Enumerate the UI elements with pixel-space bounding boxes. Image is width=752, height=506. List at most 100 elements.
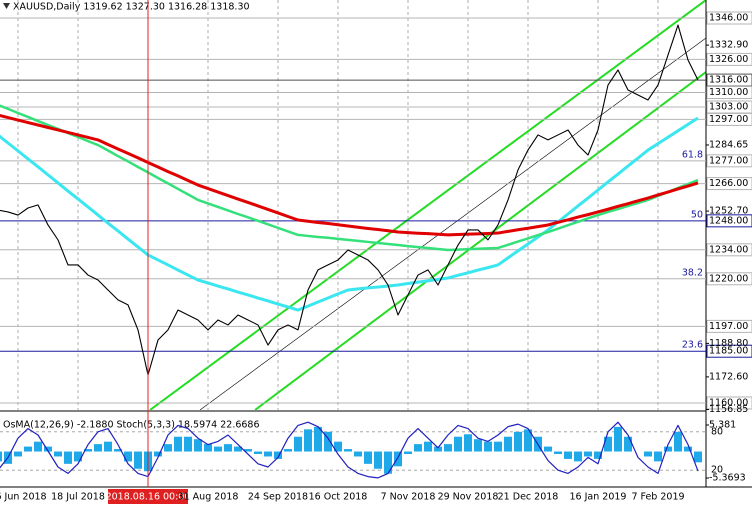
level-label-box: [706, 154, 752, 168]
x-tick-label: 16 Oct 2018: [309, 492, 368, 503]
level-label: 1346.00: [709, 13, 748, 24]
chart-title: XAUUSD,Daily 1319.62 1327.30 1316.28 131…: [13, 2, 250, 13]
level-label: 1326.00: [709, 54, 748, 65]
level-label-box: [706, 319, 752, 333]
y-tick-label: 1172.60: [709, 371, 748, 382]
level-label-box: [706, 11, 752, 25]
osma-bar: [34, 441, 42, 452]
osma-bar: [234, 446, 242, 452]
osma-bar: [374, 451, 382, 469]
main-plot: 61.8 50 38.2 23.6: [0, 0, 706, 410]
level-label-box: [706, 214, 752, 228]
level-label-box: [706, 177, 752, 191]
moving-average: [0, 114, 699, 237]
osma-bar: [344, 449, 352, 452]
channel-upper: [149, 0, 706, 410]
osma-bar: [84, 449, 92, 452]
level-label: 1310.00: [709, 87, 748, 98]
level-label-box: [706, 86, 752, 100]
osma-bar: [614, 426, 622, 452]
osma-bar: [174, 436, 182, 452]
level-label: 1248.00: [709, 215, 748, 226]
osma-bar: [324, 431, 332, 452]
y-tick-label: 1156.85: [709, 404, 748, 415]
channel-lower: [254, 71, 706, 410]
x-tick-label: 18 Jul 2018: [51, 492, 105, 503]
osma-bar: [694, 451, 702, 463]
osma-bar: [434, 446, 442, 452]
osma-bar: [454, 436, 462, 452]
level-label-box: [706, 344, 752, 358]
osma-bar: [14, 451, 22, 457]
price-line: [0, 24, 699, 376]
level-label: 1303.00: [709, 102, 748, 113]
y2-tick-label: 20: [711, 465, 723, 476]
osma-bar: [474, 439, 482, 452]
x-tick-label: 7 Feb 2019: [631, 492, 684, 503]
x-tick-label: 21 Dec 2018: [498, 492, 559, 503]
osma-bar: [124, 451, 132, 462]
osma-bar: [664, 446, 672, 452]
osma-bar: [104, 441, 112, 452]
moving-average: [0, 104, 699, 252]
level-label: 1316.00: [709, 75, 748, 86]
level-label-box: [706, 396, 752, 410]
x-tick-label: 7 Nov 2018: [381, 492, 436, 503]
osma-bar: [254, 451, 262, 454]
level-label-box: [706, 112, 752, 126]
osma-bar: [134, 451, 142, 469]
osma-bar: [74, 451, 82, 462]
y-tick-label: 1188.80: [709, 338, 748, 349]
level-label: 1266.00: [709, 178, 748, 189]
osma-bar: [154, 451, 162, 457]
osma-bar: [484, 441, 492, 452]
osma-bar: [334, 441, 342, 452]
channel: [149, 0, 706, 410]
level-label: 1220.00: [709, 273, 748, 284]
osma-bar: [404, 451, 412, 454]
osma-bar: [314, 426, 322, 452]
osma-bar: [584, 451, 592, 457]
osma-bar: [44, 446, 52, 452]
level-label-box: [706, 243, 752, 257]
level-label: 1197.00: [709, 321, 748, 332]
y-tick-label: 1284.65: [709, 139, 748, 150]
osma-bar: [114, 449, 122, 452]
channel-middle: [199, 37, 706, 410]
osma-bar: [194, 439, 202, 452]
osma-bar: [444, 444, 452, 452]
oscillator-plot: [0, 421, 706, 479]
osma-bar: [674, 431, 682, 452]
level-label: 1277.00: [709, 155, 748, 166]
osma-bar: [594, 451, 602, 459]
osma-bar: [274, 451, 282, 459]
osma-bar: [284, 449, 292, 452]
osma-bar: [684, 446, 692, 452]
osma-bar: [364, 451, 372, 464]
osma-bar: [0, 451, 2, 462]
osma-bar: [554, 451, 562, 454]
level-label: 1160.00: [709, 397, 748, 408]
x-tick-label: 16 Jan 2019: [570, 492, 627, 503]
osma-bar: [424, 441, 432, 452]
osma-bar: [264, 451, 272, 457]
level-label: 1234.00: [709, 244, 748, 255]
level-label: 1297.00: [709, 114, 748, 125]
osma-bar: [164, 444, 172, 452]
osma-bar: [24, 446, 32, 452]
level-label-box: [706, 272, 752, 286]
osma-bar: [644, 451, 652, 457]
x-tick-label: 24 Sep 2018: [248, 492, 308, 503]
symbol-icon: [3, 3, 10, 9]
moving-average: [0, 421, 699, 479]
x-tick-label: 26 Jun 2018: [0, 492, 47, 503]
osma-bar: [244, 449, 252, 452]
osma-bar: [604, 436, 612, 452]
osma-bar: [204, 444, 212, 452]
osma-bar: [354, 451, 362, 457]
osma-bar: [294, 436, 302, 452]
x-tick-label: 29 Nov 2018: [438, 492, 499, 503]
level-label-box: [706, 52, 752, 66]
